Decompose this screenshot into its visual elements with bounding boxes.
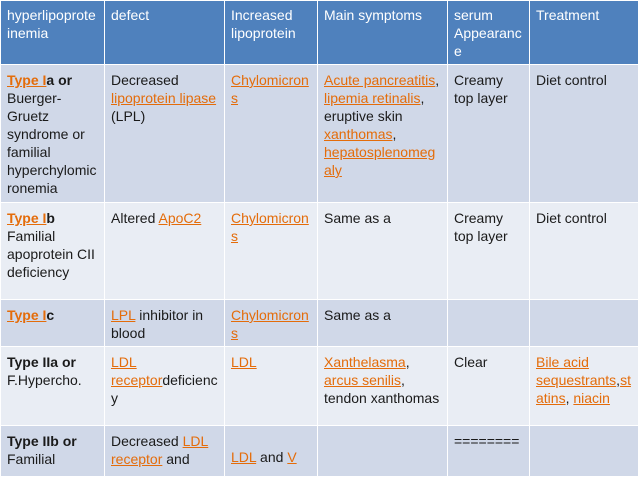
cell-serum: Clear	[447, 346, 530, 426]
ldl-receptor-link[interactable]: LDL receptor	[111, 433, 209, 467]
cell-type: Type Ic	[0, 299, 105, 347]
defect-text: (LPL)	[111, 108, 146, 124]
cell-type: Type Ia or Buerger-Gruetz syndrome or fa…	[0, 64, 105, 203]
apoc2-link[interactable]: ApoC2	[158, 210, 202, 226]
cell-defect: Decreased lipoprotein lipase (LPL)	[104, 64, 225, 203]
cell-serum: Creamy top layer	[447, 64, 530, 203]
cell-defect: LDL receptordeficiency	[104, 346, 225, 426]
cell-defect: Altered ApoC2	[104, 202, 225, 300]
defect-text: Decreased	[111, 433, 183, 449]
table-row: Type IIa or F.Hypercho. LDL receptordefi…	[0, 346, 638, 426]
type-detail: Buerger-Gruetz syndrome or familial hype…	[7, 90, 97, 196]
cell-serum: ========	[447, 425, 530, 477]
defect-text: Decreased	[111, 72, 179, 88]
vldl-link[interactable]: V	[287, 449, 297, 465]
cell-symptoms	[317, 425, 448, 477]
lipoprotein-text: LDL and V	[231, 432, 311, 466]
type-detail: Familial apoprotein CII deficiency	[7, 228, 95, 280]
cell-lipoprotein: Chylomicrons	[224, 299, 318, 347]
header-increased-lipoprotein: Increased lipoprotein	[224, 0, 318, 65]
ldl-link[interactable]: LDL	[231, 449, 257, 465]
cell-treatment: Bile acid sequestrants,statins, niacin	[529, 346, 638, 426]
cell-lipoprotein: LDL	[224, 346, 318, 426]
acute-pancreatitis-link[interactable]: Acute pancreatitis	[324, 72, 436, 88]
arcus-senilis-link[interactable]: arcus senilis	[324, 372, 402, 388]
xanthelasma-link[interactable]: Xanthelasma	[324, 354, 406, 370]
type-detail: Familial	[7, 451, 56, 467]
type-suffix: b	[46, 210, 55, 226]
type-suffix: a or	[46, 72, 73, 88]
cell-type: Type IIa or F.Hypercho.	[0, 346, 105, 426]
ldl-receptor-link[interactable]: LDL receptor	[111, 354, 163, 388]
cell-serum: Creamy top layer	[447, 202, 530, 300]
cell-treatment: Diet control	[529, 64, 638, 203]
table-row: Type IIb or Familial Decreased LDL recep…	[0, 425, 638, 477]
header-main-symptoms: Main symptoms	[317, 0, 448, 65]
cell-defect: Decreased LDL receptor and	[104, 425, 225, 477]
type-i-link[interactable]: Type I	[7, 210, 47, 226]
type-detail: F.Hypercho.	[7, 372, 82, 388]
lipemia-retinalis-link[interactable]: lipemia retinalis	[324, 90, 421, 106]
table-row: Type Ib Familial apoprotein CII deficien…	[0, 202, 638, 300]
cell-symptoms: Xanthelasma, arcus senilis, tendon xanth…	[317, 346, 448, 426]
header-hyperlipoproteinemia: hyperlipoproteinemia	[0, 0, 105, 65]
type-label: Type IIa or	[7, 354, 76, 370]
ldl-link[interactable]: LDL	[231, 354, 257, 370]
statins-link[interactable]: statins	[536, 372, 631, 406]
chylomicrons-link[interactable]: Chylomicrons	[231, 210, 309, 244]
cell-treatment	[529, 425, 638, 477]
header-row: hyperlipoproteinemia defect Increased li…	[0, 0, 638, 65]
lpl-link[interactable]: LPL	[111, 307, 136, 323]
cell-symptoms: Acute pancreatitis, lipemia retinalis, e…	[317, 64, 448, 203]
cell-lipoprotein: Chylomicrons	[224, 64, 318, 203]
defect-text: Altered	[111, 210, 159, 226]
bile-acid-sequestrants-link[interactable]: Bile acid sequestrants	[536, 354, 617, 388]
symptom-sep: ,	[435, 72, 440, 88]
symptom-sep: ,	[405, 354, 410, 370]
table-row: Type Ic LPL inhibitor in blood Chylomicr…	[0, 299, 638, 347]
type-i-link[interactable]: Type I	[7, 307, 47, 323]
cell-lipoprotein: LDL and V	[224, 425, 318, 477]
header-treatment: Treatment	[529, 0, 638, 65]
defect-text: deficiency	[111, 372, 218, 406]
xanthomas-link[interactable]: xanthomas	[324, 126, 393, 142]
symptom-sep: ,	[392, 126, 397, 142]
cell-symptoms: Same as a	[317, 299, 448, 347]
type-suffix: c	[46, 307, 55, 323]
header-defect: defect	[104, 0, 225, 65]
lipoprotein-lipase-link[interactable]: lipoprotein lipase	[111, 90, 217, 106]
chylomicrons-link[interactable]: Chylomicrons	[231, 307, 309, 341]
cell-lipoprotein: Chylomicrons	[224, 202, 318, 300]
treatment-sep: ,	[616, 372, 621, 388]
lipoprotein-sep: and	[256, 449, 288, 465]
symptom-text: , tendon xanthomas	[324, 372, 440, 406]
niacin-link[interactable]: niacin	[573, 390, 610, 406]
table-row: Type Ia or Buerger-Gruetz syndrome or fa…	[0, 64, 638, 203]
treatment-sep: ,	[565, 390, 574, 406]
defect-text: and	[162, 451, 190, 467]
defect-text: inhibitor in blood	[111, 307, 204, 341]
cell-treatment: Diet control	[529, 202, 638, 300]
cell-type: Type IIb or Familial	[0, 425, 105, 477]
cell-type: Type Ib Familial apoprotein CII deficien…	[0, 202, 105, 300]
header-serum-appearance: serum Appearance	[447, 0, 530, 65]
symptom-text: , eruptive skin	[324, 90, 425, 124]
cell-symptoms: Same as a	[317, 202, 448, 300]
type-i-link[interactable]: Type I	[7, 72, 47, 88]
type-label: Type IIb or	[7, 433, 77, 449]
hepatosplenomegaly-link[interactable]: hepatosplenomegaly	[324, 144, 436, 178]
cell-serum	[447, 299, 530, 347]
cell-defect: LPL inhibitor in blood	[104, 299, 225, 347]
chylomicrons-link[interactable]: Chylomicrons	[231, 72, 309, 106]
cell-treatment	[529, 299, 638, 347]
